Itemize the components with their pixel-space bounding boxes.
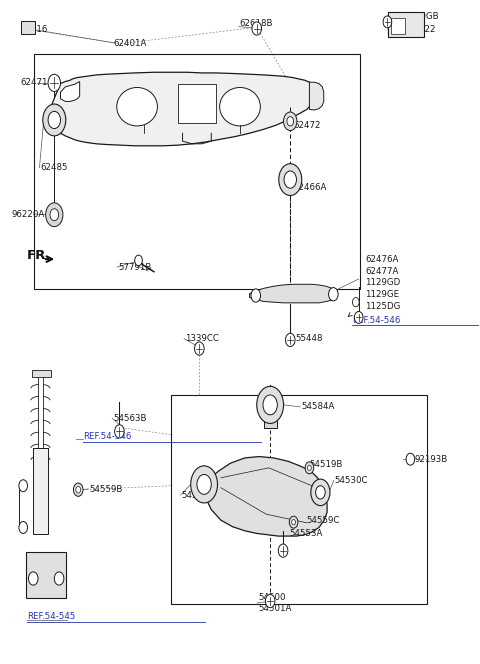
Ellipse shape: [117, 88, 157, 126]
Text: 1339CC: 1339CC: [185, 334, 219, 343]
Circle shape: [28, 572, 38, 585]
Circle shape: [354, 311, 363, 323]
Text: 54584A: 54584A: [301, 402, 335, 412]
Polygon shape: [60, 82, 80, 102]
Circle shape: [251, 289, 261, 302]
Text: 62466A: 62466A: [294, 183, 327, 192]
Circle shape: [252, 22, 262, 35]
Text: 1129GE: 1129GE: [365, 290, 399, 299]
Circle shape: [73, 483, 83, 496]
Polygon shape: [202, 457, 327, 536]
Circle shape: [289, 516, 298, 528]
Text: 62476A: 62476A: [365, 254, 399, 264]
Circle shape: [265, 594, 275, 608]
Text: 54553A: 54553A: [290, 529, 323, 538]
Text: REF.54-545: REF.54-545: [27, 612, 75, 622]
Circle shape: [135, 255, 143, 266]
Text: 55448: 55448: [295, 334, 323, 343]
Circle shape: [284, 171, 297, 188]
Circle shape: [406, 454, 415, 465]
Bar: [33, 448, 48, 534]
Bar: [21, 21, 35, 34]
Circle shape: [292, 519, 296, 525]
Bar: [38, 375, 43, 458]
Circle shape: [197, 475, 211, 494]
Text: 62401A: 62401A: [113, 39, 146, 48]
Text: 96220A: 96220A: [11, 210, 45, 218]
Circle shape: [278, 544, 288, 557]
Circle shape: [308, 465, 312, 471]
Circle shape: [263, 395, 277, 415]
Circle shape: [284, 112, 297, 131]
Circle shape: [19, 521, 27, 533]
Text: 1339GB: 1339GB: [404, 12, 438, 21]
Circle shape: [48, 74, 60, 92]
Text: 54500: 54500: [258, 592, 286, 602]
Circle shape: [76, 487, 81, 493]
Text: 62485: 62485: [40, 163, 68, 172]
Text: 54501A: 54501A: [258, 604, 291, 613]
Circle shape: [279, 164, 302, 195]
Circle shape: [287, 117, 294, 126]
Circle shape: [115, 425, 124, 438]
Text: 1125DG: 1125DG: [365, 302, 401, 311]
Text: 92193B: 92193B: [415, 456, 448, 464]
Bar: [34, 54, 360, 289]
Bar: [391, 18, 405, 34]
Text: 62472: 62472: [294, 121, 321, 129]
Ellipse shape: [220, 88, 260, 126]
Circle shape: [46, 203, 63, 226]
Circle shape: [257, 386, 284, 424]
Bar: [170, 395, 427, 604]
Text: 54563B: 54563B: [113, 414, 147, 423]
Bar: [25, 552, 66, 598]
Circle shape: [352, 297, 359, 307]
Circle shape: [191, 466, 217, 503]
Text: 1129GD: 1129GD: [365, 278, 401, 288]
Text: 62322: 62322: [408, 25, 436, 34]
Bar: [178, 84, 216, 124]
Text: 62477A: 62477A: [365, 266, 399, 276]
Circle shape: [328, 288, 338, 301]
Text: 54916: 54916: [21, 25, 48, 35]
Circle shape: [43, 104, 66, 136]
Text: REF.54-546: REF.54-546: [352, 315, 400, 325]
Circle shape: [50, 208, 59, 220]
Text: 54559C: 54559C: [306, 516, 339, 525]
Circle shape: [311, 479, 330, 505]
Text: 54519B: 54519B: [310, 460, 343, 469]
Circle shape: [54, 572, 64, 585]
Circle shape: [194, 342, 204, 355]
Circle shape: [316, 486, 325, 499]
Text: 54551D: 54551D: [181, 491, 216, 499]
Text: 54559B: 54559B: [89, 485, 122, 493]
Circle shape: [19, 480, 27, 491]
Circle shape: [383, 16, 392, 28]
Polygon shape: [48, 72, 319, 146]
Bar: [32, 371, 51, 377]
Polygon shape: [310, 82, 324, 110]
Text: FR.: FR.: [27, 249, 52, 262]
Text: 57791B: 57791B: [118, 262, 151, 272]
Text: REF.54-546: REF.54-546: [83, 432, 132, 441]
Circle shape: [286, 333, 295, 347]
Text: 62471: 62471: [21, 78, 48, 88]
Bar: [388, 12, 424, 37]
Circle shape: [305, 462, 314, 474]
Bar: [264, 403, 277, 428]
Text: 62618B: 62618B: [239, 19, 273, 28]
Polygon shape: [250, 284, 336, 303]
Circle shape: [48, 112, 60, 129]
Text: 54530C: 54530C: [335, 476, 368, 485]
